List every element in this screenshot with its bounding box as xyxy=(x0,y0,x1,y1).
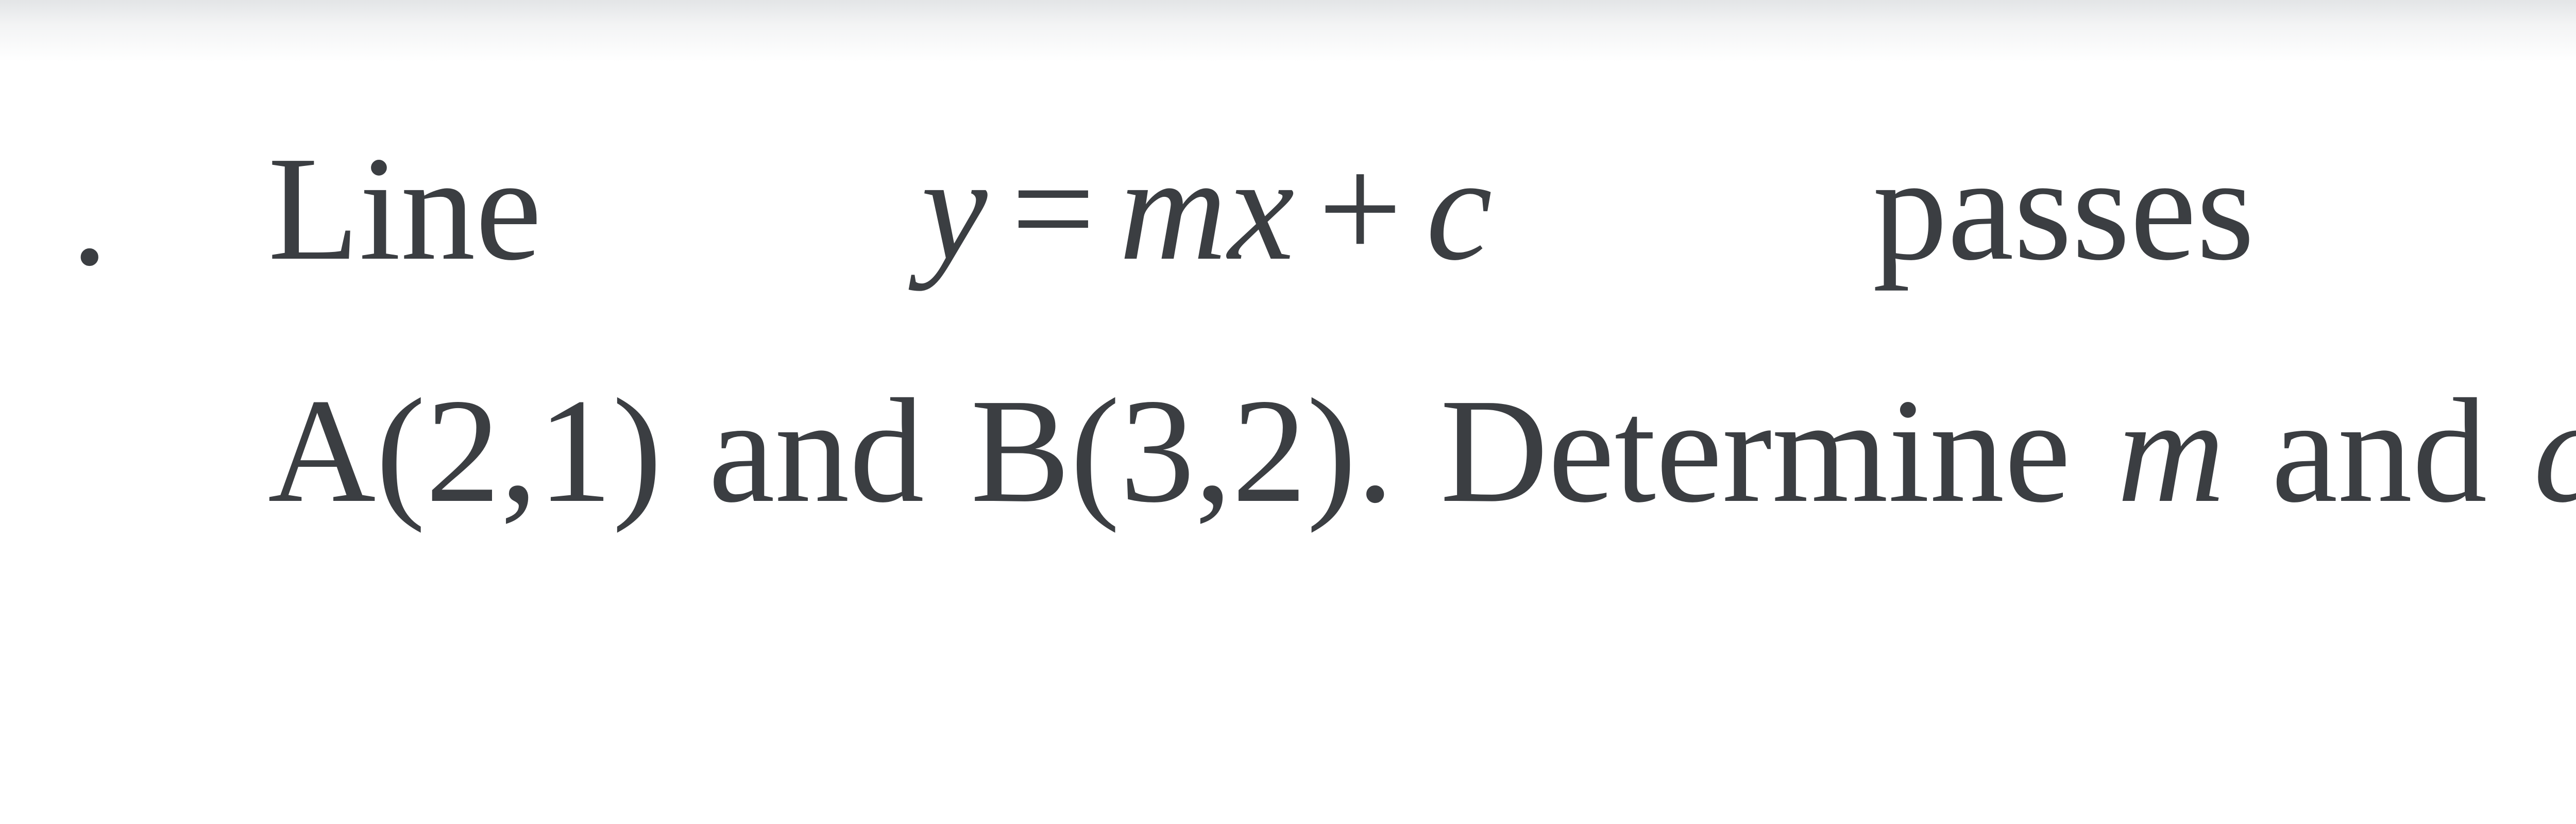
page: . Line y=mx+c passes through points A(2,… xyxy=(0,0,2576,824)
line-2: A(2,1) and B(3,2). Determine m and c. xyxy=(268,376,2576,526)
list-marker-text: . xyxy=(71,131,109,296)
op-plus: + xyxy=(1318,126,1403,291)
var-m: m xyxy=(1119,126,1228,291)
point-b-label: B xyxy=(971,368,1070,533)
op-equals: = xyxy=(1011,126,1097,291)
word-determine: Determine xyxy=(1440,376,2071,526)
line-1: Line y=mx+c passes through points xyxy=(268,134,2576,283)
word-line: Line xyxy=(268,134,541,283)
problem-text: Line y=mx+c passes through points A(2,1)… xyxy=(268,134,2576,526)
point-b: B(3,2). xyxy=(971,376,1394,526)
var-m-2: m xyxy=(2117,376,2225,526)
point-b-coords: (3,2) xyxy=(1070,368,1357,533)
word-and-1: and xyxy=(708,376,924,526)
var-y: y xyxy=(921,126,989,291)
period-1: . xyxy=(1357,368,1394,533)
point-a-coords: (2,1) xyxy=(376,368,662,533)
word-and-2: and xyxy=(2272,376,2487,526)
word-passes: passes xyxy=(1873,134,2255,283)
var-c-2-letter: c xyxy=(2533,368,2576,533)
var-x: x xyxy=(1228,126,1296,291)
top-shadow xyxy=(0,0,2576,62)
var-c-2: c. xyxy=(2533,376,2576,526)
var-c: c xyxy=(1426,126,1494,291)
list-marker: . xyxy=(0,139,108,289)
point-a-label: A xyxy=(268,368,376,533)
point-a: A(2,1) xyxy=(268,376,662,526)
equation: y=mx+c xyxy=(921,134,1494,283)
